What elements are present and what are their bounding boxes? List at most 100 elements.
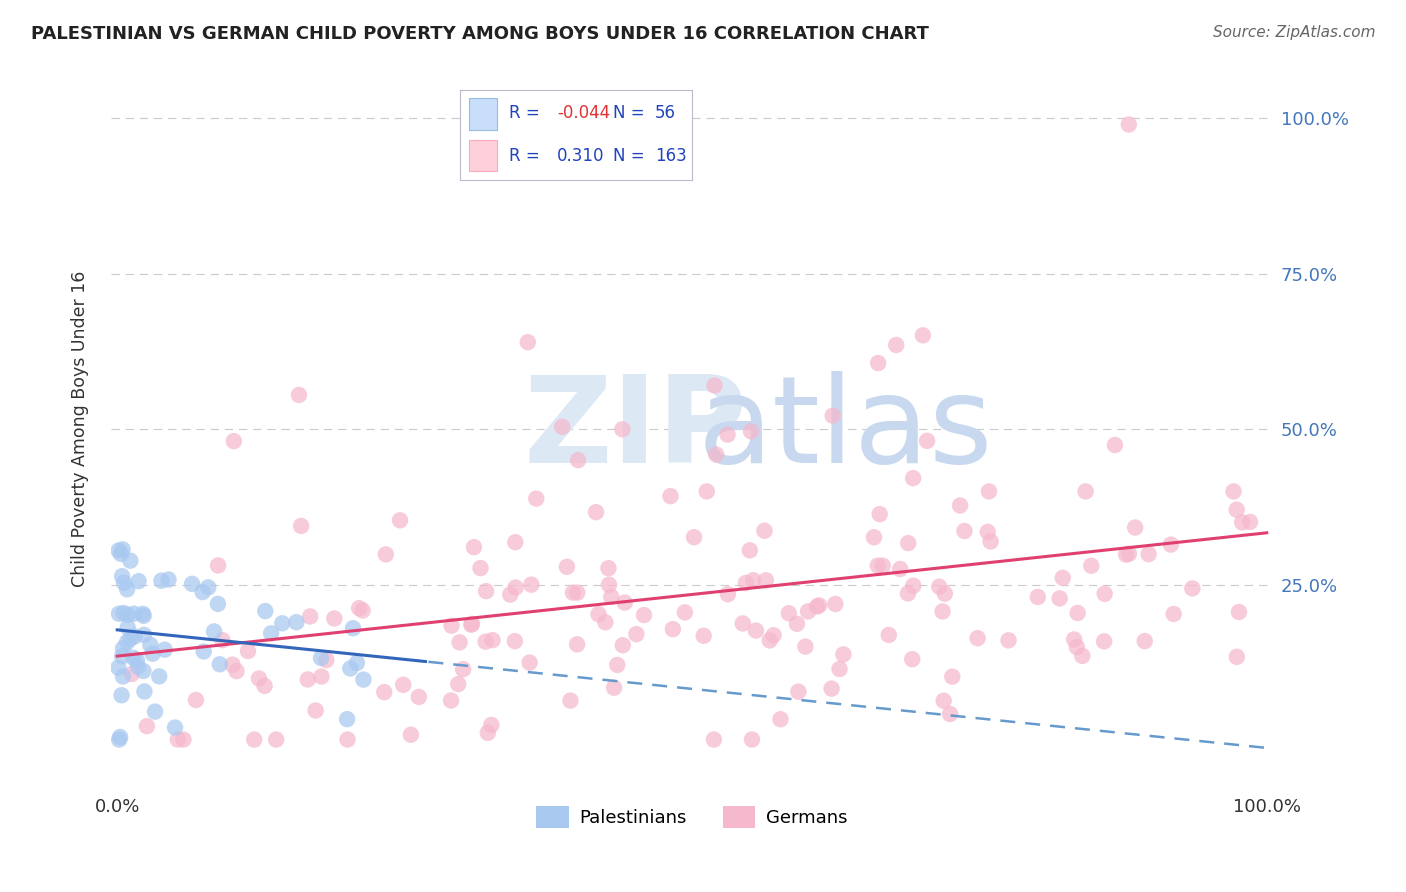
- Point: [626, 627, 648, 641]
- Point: [659, 489, 682, 503]
- Point: [474, 634, 496, 648]
- Point: [555, 559, 578, 574]
- Point: [1092, 634, 1115, 648]
- Point: [560, 693, 582, 707]
- Point: [172, 732, 194, 747]
- Point: [128, 574, 150, 589]
- Point: [110, 547, 132, 561]
- Point: [208, 657, 231, 672]
- Text: PALESTINIAN VS GERMAN CHILD POVERTY AMONG BOYS UNDER 16 CORRELATION CHART: PALESTINIAN VS GERMAN CHILD POVERTY AMON…: [31, 25, 929, 43]
- Point: [877, 628, 900, 642]
- Point: [336, 712, 359, 726]
- Point: [120, 632, 142, 646]
- Point: [519, 656, 541, 670]
- Point: [389, 513, 412, 527]
- Point: [745, 624, 768, 638]
- Point: [716, 427, 738, 442]
- Point: [120, 554, 142, 568]
- Point: [477, 726, 499, 740]
- Point: [869, 507, 891, 521]
- Point: [135, 719, 157, 733]
- Point: [966, 631, 988, 645]
- Point: [139, 638, 162, 652]
- Point: [1123, 520, 1146, 534]
- Point: [184, 693, 207, 707]
- Point: [191, 585, 214, 599]
- Point: [703, 378, 725, 392]
- Point: [673, 606, 696, 620]
- Text: ZIP: ZIP: [523, 371, 748, 488]
- Point: [797, 604, 820, 618]
- Point: [108, 732, 131, 747]
- Point: [309, 651, 332, 665]
- Point: [1052, 571, 1074, 585]
- Point: [1181, 582, 1204, 596]
- Point: [304, 704, 326, 718]
- Point: [499, 588, 522, 602]
- Point: [503, 634, 526, 648]
- Point: [124, 629, 146, 643]
- Point: [703, 732, 725, 747]
- Point: [806, 599, 828, 614]
- Point: [260, 626, 283, 640]
- Legend: Palestinians, Germans: Palestinians, Germans: [529, 798, 855, 835]
- Point: [824, 597, 846, 611]
- Point: [374, 548, 396, 562]
- Point: [236, 644, 259, 658]
- Point: [127, 660, 149, 674]
- Point: [225, 664, 247, 678]
- Point: [565, 637, 588, 651]
- Point: [734, 576, 756, 591]
- Point: [939, 706, 962, 721]
- Point: [373, 685, 395, 699]
- Point: [1222, 484, 1244, 499]
- Point: [1026, 590, 1049, 604]
- Point: [520, 577, 543, 591]
- Point: [551, 420, 574, 434]
- Point: [346, 656, 368, 670]
- Point: [884, 338, 907, 352]
- Point: [1133, 634, 1156, 648]
- Point: [408, 690, 430, 704]
- Point: [832, 648, 855, 662]
- Point: [505, 581, 527, 595]
- Point: [683, 530, 706, 544]
- Point: [440, 618, 463, 632]
- Point: [633, 608, 655, 623]
- Point: [461, 616, 484, 631]
- Point: [449, 635, 471, 649]
- Point: [598, 561, 620, 575]
- Point: [863, 530, 886, 544]
- Point: [108, 730, 131, 744]
- Point: [1226, 649, 1249, 664]
- Point: [980, 534, 1002, 549]
- Point: [142, 647, 165, 661]
- Point: [567, 585, 589, 599]
- Point: [524, 491, 547, 506]
- Point: [299, 609, 322, 624]
- Point: [111, 542, 134, 557]
- Point: [150, 574, 173, 588]
- Point: [134, 684, 156, 698]
- Point: [288, 388, 311, 402]
- Point: [1066, 606, 1088, 620]
- Point: [704, 448, 727, 462]
- Point: [481, 718, 503, 732]
- Point: [221, 657, 243, 672]
- Point: [166, 732, 188, 747]
- Point: [117, 607, 139, 622]
- Point: [339, 661, 361, 675]
- Point: [392, 678, 415, 692]
- Point: [1080, 558, 1102, 573]
- Point: [820, 681, 842, 696]
- Point: [901, 471, 924, 485]
- Point: [112, 575, 135, 590]
- Point: [315, 653, 337, 667]
- Point: [754, 524, 776, 538]
- Point: [953, 524, 976, 538]
- Point: [872, 558, 894, 573]
- Point: [463, 540, 485, 554]
- Point: [125, 653, 148, 667]
- Point: [567, 453, 589, 467]
- Point: [1074, 484, 1097, 499]
